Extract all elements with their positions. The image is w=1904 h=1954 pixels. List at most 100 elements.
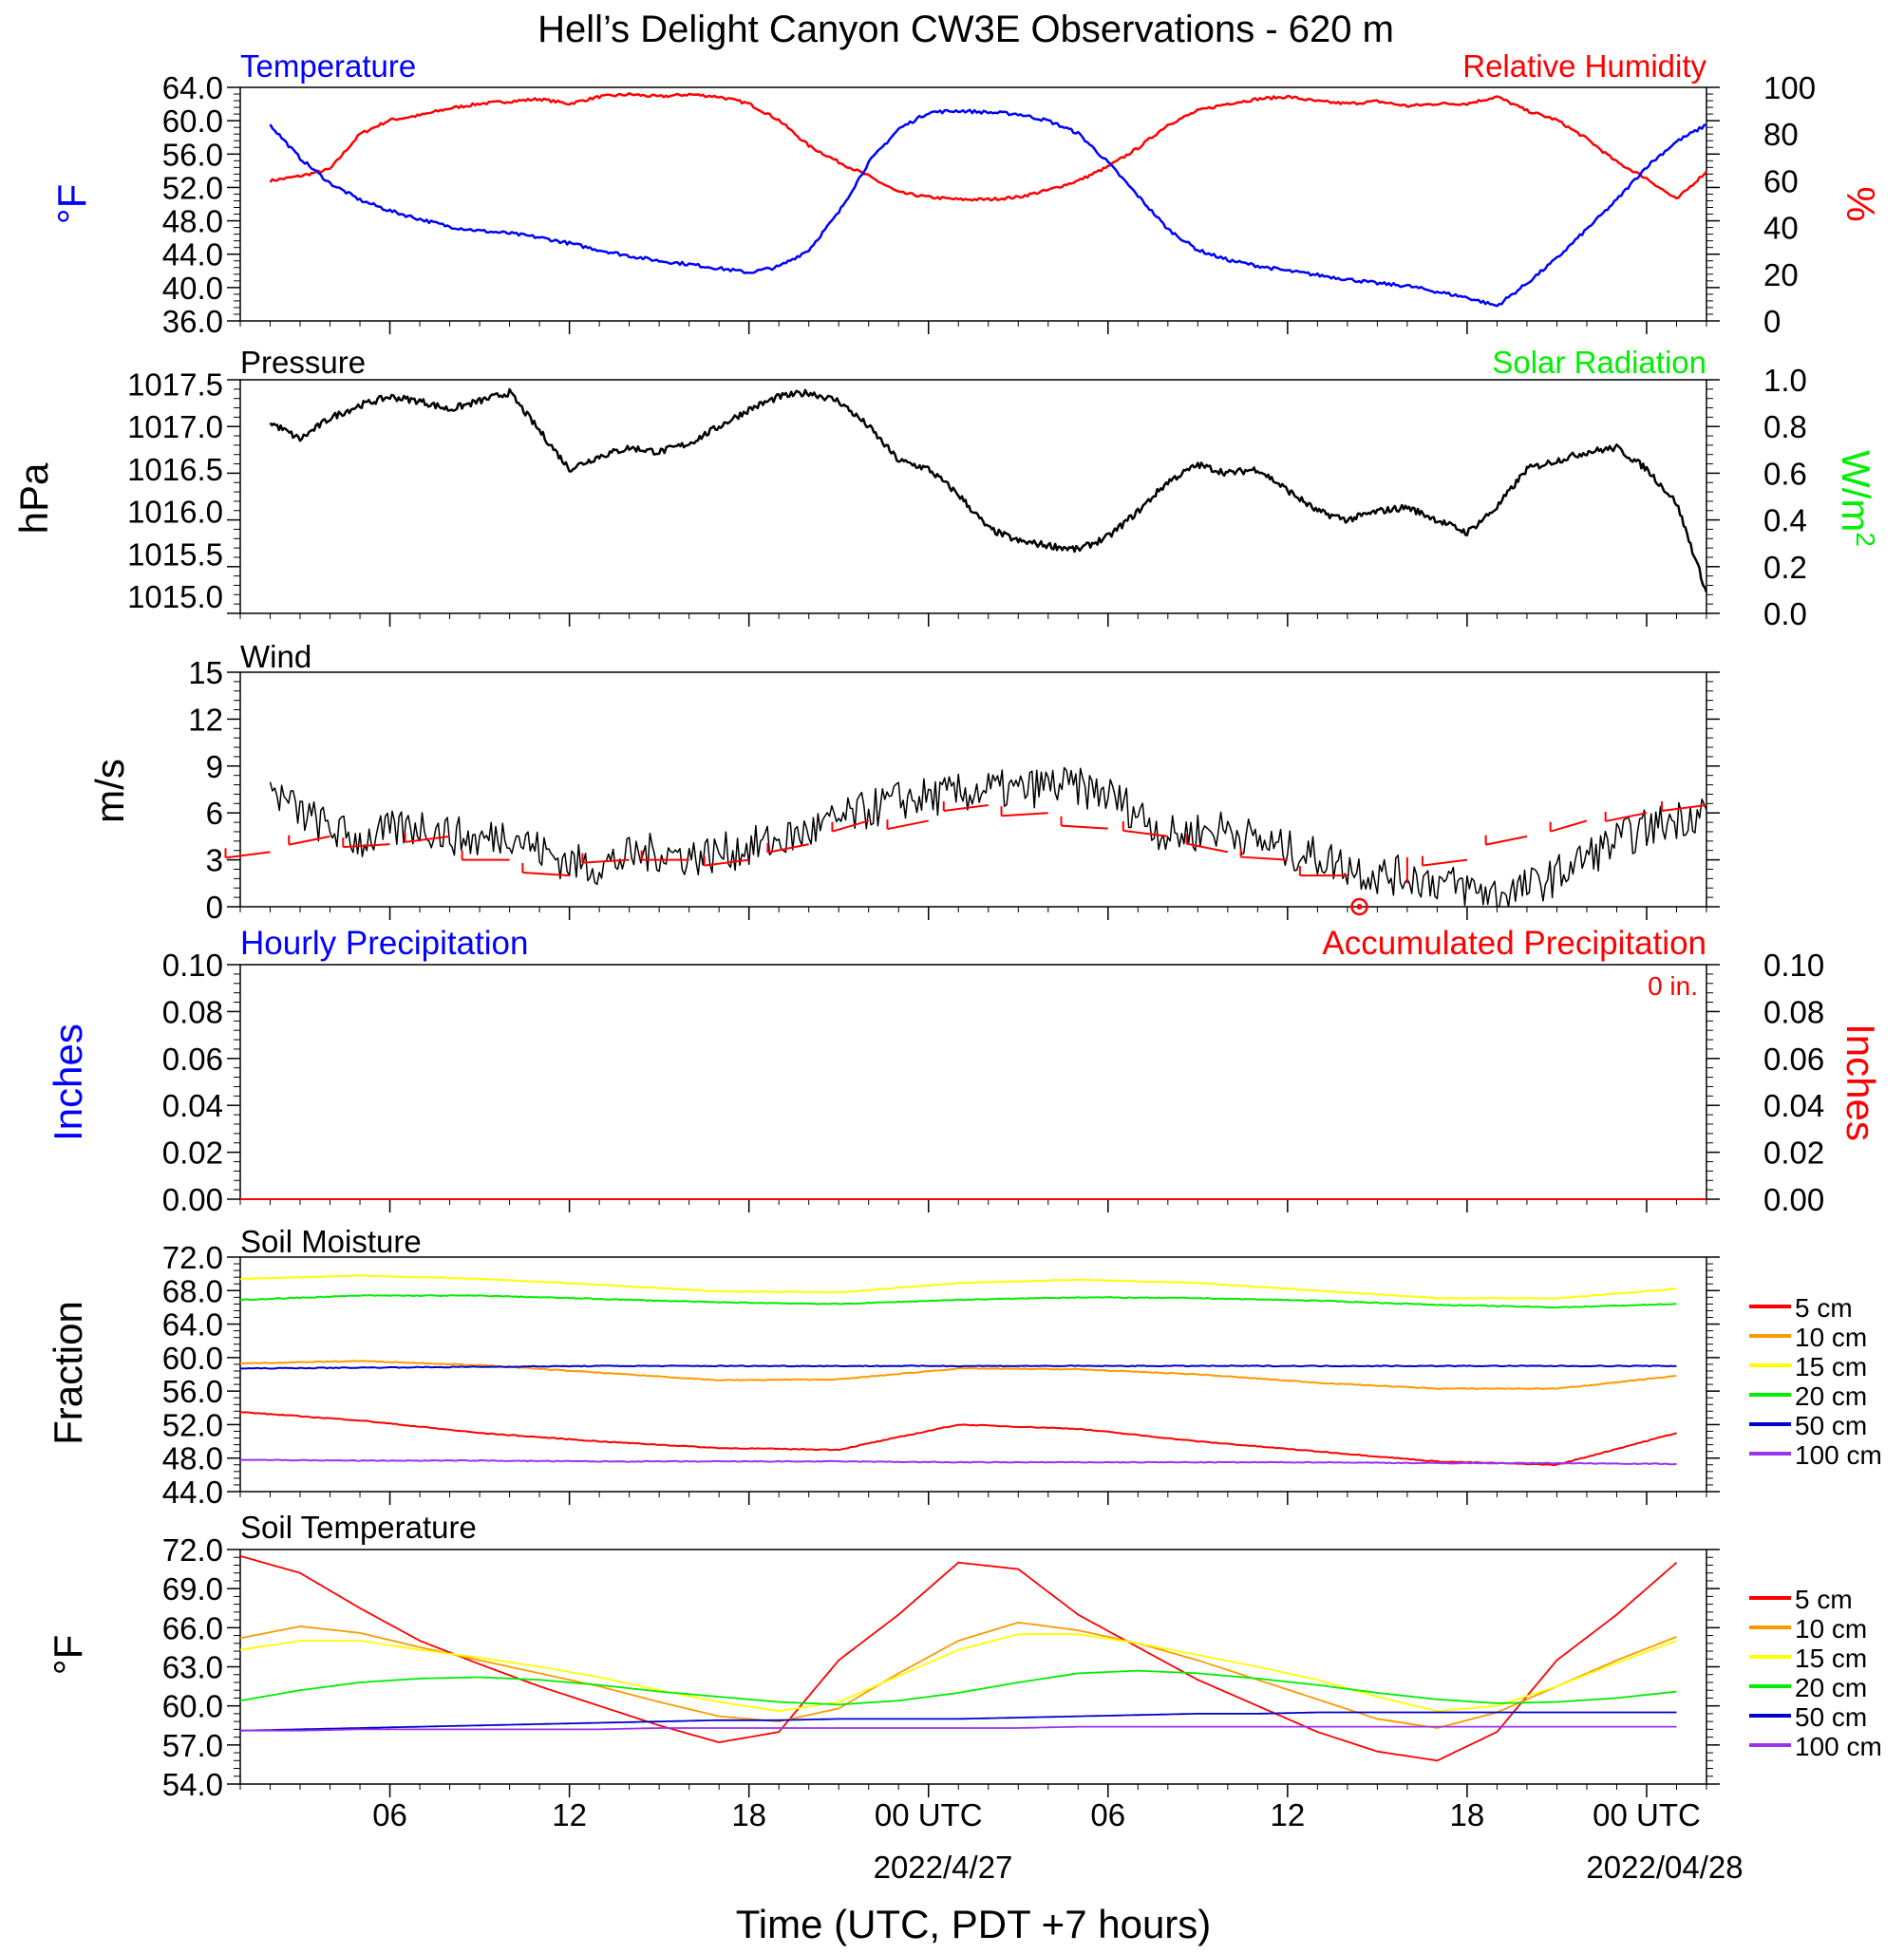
series-line-temperature (269, 108, 1707, 308)
x-tick-labels: 06 12 18 00 UTC 06 12 18 00 UTC (372, 1797, 1701, 1832)
y-tick-label: 1016.0 (127, 495, 223, 530)
y-tick-label: 80 (1763, 117, 1799, 152)
legend-label: 15 cm (1795, 1352, 1867, 1381)
y-tick-label: 0.04 (162, 1088, 223, 1123)
wind-barb-staff (1186, 842, 1229, 854)
plot-frame (227, 86, 1720, 334)
calm-wind-dot (1356, 904, 1363, 910)
y-tick-label: 64.0 (162, 1307, 223, 1343)
series-lines (269, 91, 1707, 308)
y-tick-labels: 0.10 0.08 0.06 0.04 0.02 0.00 (162, 948, 223, 1217)
wind-barb-staff (1061, 824, 1108, 830)
y-tick-label: 72.0 (162, 1532, 223, 1568)
soil-temperature-title: Soil Temperature (240, 1510, 477, 1545)
series-line-15-cm (239, 1633, 1677, 1713)
series-lines (269, 387, 1708, 593)
y-tick-labels: 72.069.0 66.0 63.0 60.0 57.0 54.0 (162, 1532, 223, 1802)
y-tick-labels: 15 12 9 6 3 0 (188, 655, 223, 925)
humidity-axis-label: % (1838, 186, 1883, 221)
y-tick-label: 72.0 (162, 1240, 223, 1275)
y-tick-label: 12 (188, 702, 223, 737)
y-tick-label: 1016.5 (127, 452, 223, 487)
y-tick-label: 66.0 (162, 1610, 223, 1645)
wind-barb-staff (582, 858, 630, 864)
precip-axis-label-left: Inches (46, 1024, 90, 1141)
y-tick-label: 3 (206, 843, 223, 878)
y-tick-label: 0.06 (1763, 1042, 1824, 1077)
wind-barb-staff (1550, 819, 1588, 833)
y-tick-label: 0.00 (162, 1182, 223, 1217)
wind-barb-staff (1122, 829, 1168, 837)
x-tick-label: 00 UTC (875, 1797, 983, 1832)
y-tick-labels: 64.060.056.052.048.044.040.036.0 (162, 70, 223, 339)
relative-humidity-title: Relative Humidity (1462, 48, 1706, 84)
wind-barb-staff (1001, 812, 1048, 817)
date-label-2: 2022/04/28 (1586, 1850, 1743, 1885)
wind-barbs (224, 800, 1707, 916)
date-label-1: 2022/4/27 (874, 1850, 1013, 1885)
y-tick-label: 63.0 (162, 1650, 223, 1685)
wind-barb-staff (943, 803, 989, 812)
y-tick-label: 60.0 (162, 1689, 223, 1724)
plot-border (239, 671, 1707, 908)
calm-wind-marker (1350, 897, 1368, 916)
x-tick-label: 12 (1270, 1797, 1305, 1832)
series-line-10-cm (239, 1360, 1677, 1390)
accumulated-total-label: 0 in. (1648, 971, 1698, 1001)
soil-moisture-panel: Soil Moisture Fraction 72.068.064.060.05… (46, 1224, 1882, 1510)
y-tick-label: 1.0 (1763, 363, 1807, 398)
y-tick-labels-right: 0.10 0.08 0.06 0.04 0.02 0.00 (1763, 948, 1824, 1217)
precip-axis-label-right: Inches (1838, 1024, 1883, 1141)
y-tick-label: 6 (206, 796, 223, 831)
y-tick-label: 0.02 (162, 1136, 223, 1171)
wind-barb-staff (832, 819, 869, 833)
series-line-50-cm (240, 1364, 1677, 1370)
x-axis-title: Time (UTC, PDT +7 hours) (736, 1902, 1212, 1946)
series-line-100-cm (240, 1725, 1677, 1732)
wind-barb-staff (522, 872, 570, 877)
wind-barb-staff (1485, 835, 1528, 846)
y-tick-label: 0.8 (1763, 409, 1807, 444)
y-tick-label: 0 (1763, 304, 1781, 339)
y-tick-labels-right: 100 80 60 40 20 0 (1763, 70, 1816, 339)
y-tick-label: 0.00 (1763, 1182, 1824, 1217)
y-tick-label: 0.4 (1763, 503, 1807, 538)
y-tick-label: 48.0 (162, 204, 223, 239)
solar-axis-label: W/m2 (1834, 450, 1881, 547)
x-tick-label: 06 (1090, 1797, 1125, 1832)
y-tick-label: 68.0 (162, 1273, 223, 1308)
x-tick-label: 18 (731, 1797, 766, 1832)
y-tick-label: 60.0 (162, 103, 223, 139)
pressure-title: Pressure (240, 345, 366, 380)
soil-temperature-axis-label: °F (46, 1635, 90, 1675)
y-tick-label: 60 (1763, 163, 1799, 198)
y-tick-label: 0.2 (1763, 550, 1807, 585)
legend-label: 10 cm (1795, 1323, 1867, 1352)
x-tick-label: 06 (372, 1797, 407, 1832)
y-tick-label: 15 (188, 655, 223, 690)
wind-barb-staff (289, 835, 330, 846)
chart-title: Hell’s Delight Canyon CW3E Observations … (537, 9, 1394, 50)
wind-barb-staff (1605, 812, 1648, 822)
y-tick-label: 0.08 (162, 994, 223, 1029)
soil-moisture-axis-label: Fraction (46, 1301, 90, 1445)
y-tick-label: 0.0 (1763, 596, 1807, 631)
temperature-axis-label: °F (49, 184, 94, 224)
y-tick-labels: 1017.5 1017.0 1016.5 1016.0 1015.5 1015.0 (127, 366, 223, 614)
soil-temperature-panel: Soil Temperature °F 72.069.0 66.0 63.0 60.0… (46, 1510, 1882, 1802)
y-tick-label: 0.6 (1763, 456, 1807, 491)
y-tick-label: 52.0 (162, 1407, 223, 1442)
y-tick-label: 60.0 (162, 1341, 223, 1376)
y-tick-label: 56.0 (162, 1374, 223, 1409)
y-tick-label: 44.0 (162, 1475, 223, 1510)
temperature-title: Temperature (240, 48, 416, 84)
legend-label: 100 cm (1795, 1440, 1882, 1470)
plot-border (239, 1256, 1707, 1493)
wind-barb-staff (225, 851, 271, 859)
y-tick-label: 0.06 (162, 1042, 223, 1077)
accumulated-precip-title: Accumulated Precipitation (1322, 925, 1706, 962)
wind-barb-staff (405, 835, 450, 843)
series-line-20-cm (239, 1669, 1677, 1706)
